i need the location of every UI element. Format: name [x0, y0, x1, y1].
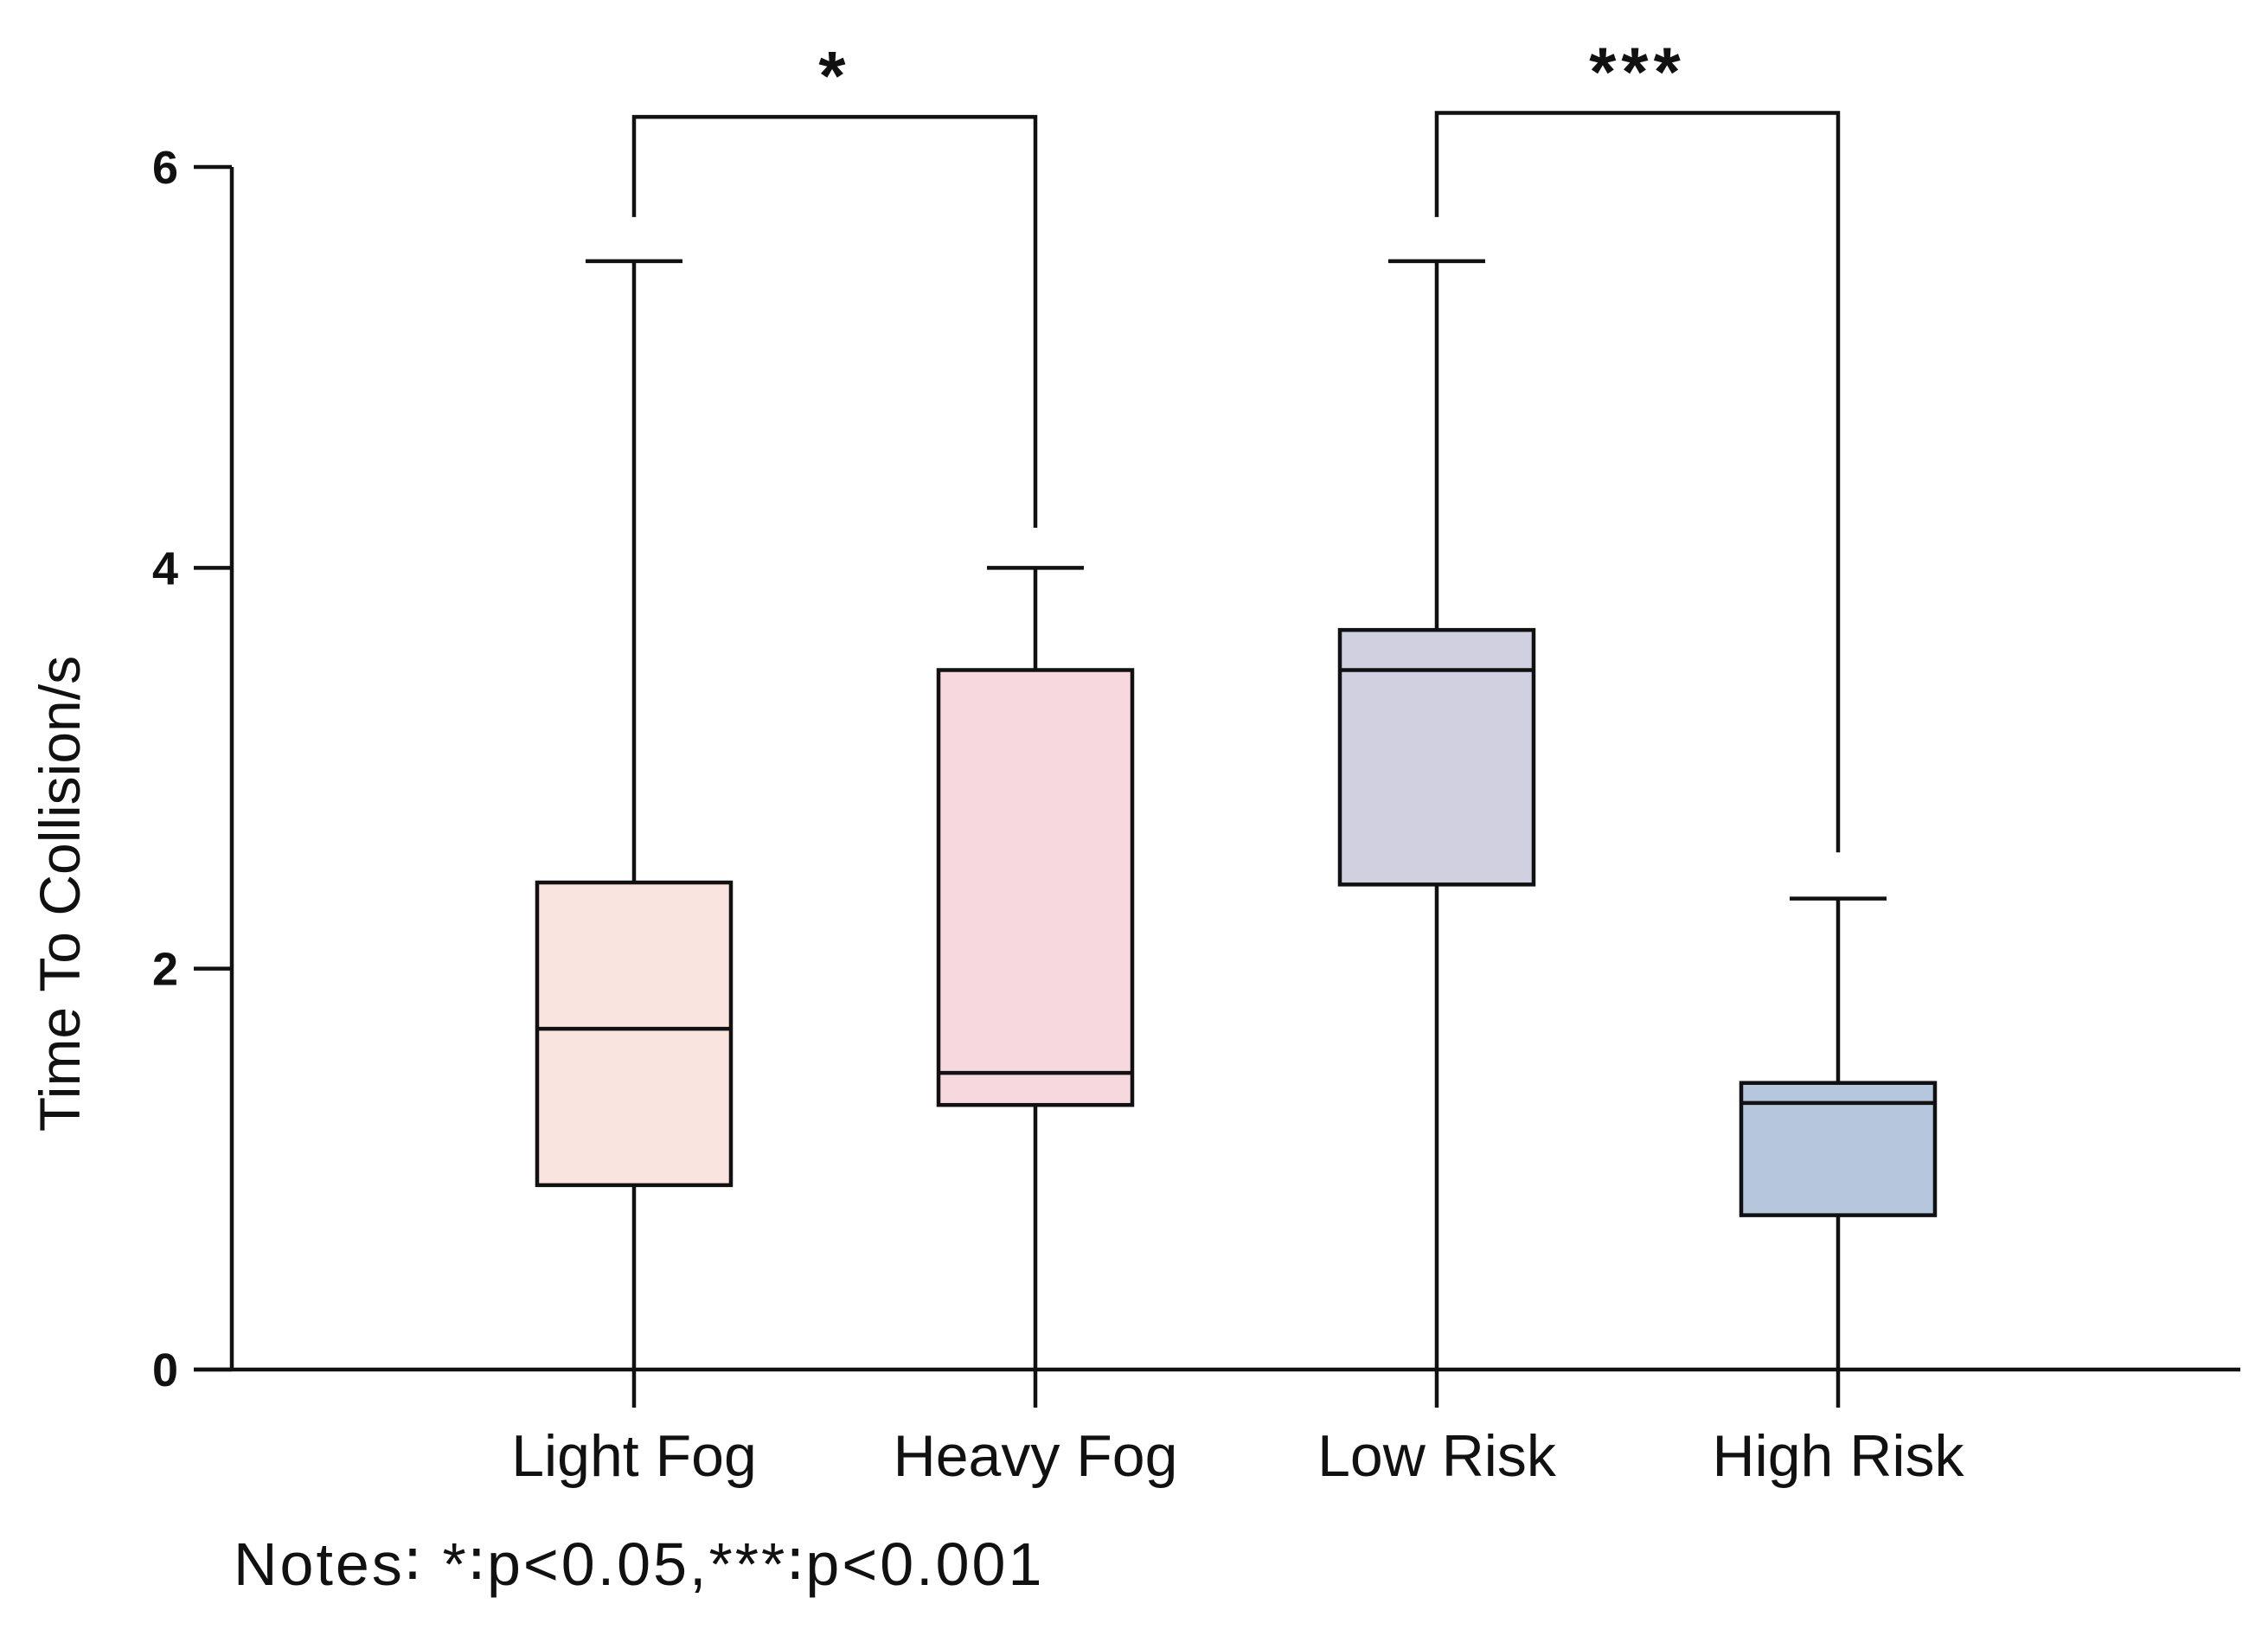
significance-bracket-0: * [631, 37, 1038, 528]
x-tick-label-0: Light Fog [511, 1423, 757, 1489]
y-axis-title: Time To Collision/s [28, 656, 92, 1132]
y-tick-label-4: 4 [152, 542, 178, 594]
box-iqr [1739, 1081, 1938, 1217]
x-tick-label-1: Heavy Fog [894, 1423, 1178, 1489]
box-iqr [535, 880, 734, 1188]
significance-bracket-1: *** [1434, 33, 1841, 853]
bracket-line [1434, 111, 1841, 853]
boxes [535, 259, 1938, 1370]
significance-label: * [818, 37, 850, 114]
box-iqr [1337, 627, 1536, 887]
x-tick-label-2: Low Risk [1317, 1423, 1557, 1489]
significance-brackets: * *** [631, 33, 1841, 853]
y-tick-label-6: 6 [152, 142, 178, 194]
box-iqr [936, 668, 1135, 1107]
y-tick-label-2: 2 [152, 944, 178, 996]
box-light-fog [535, 259, 734, 1370]
notes-text: Notes∶ *∶p<0.05,***∶p<0.001 [234, 1530, 1044, 1598]
x-tick-label-3: High Risk [1713, 1423, 1965, 1489]
box-heavy-fog [936, 566, 1135, 1370]
significance-label: *** [1589, 33, 1685, 110]
box-low-risk [1337, 259, 1536, 1370]
axes: 0 2 4 6 Light Fog Heavy Fog Low Risk High Risk [152, 142, 2240, 1489]
box-high-risk [1739, 896, 1938, 1370]
bracket-line [631, 114, 1038, 528]
y-tick-label-0: 0 [152, 1344, 178, 1396]
